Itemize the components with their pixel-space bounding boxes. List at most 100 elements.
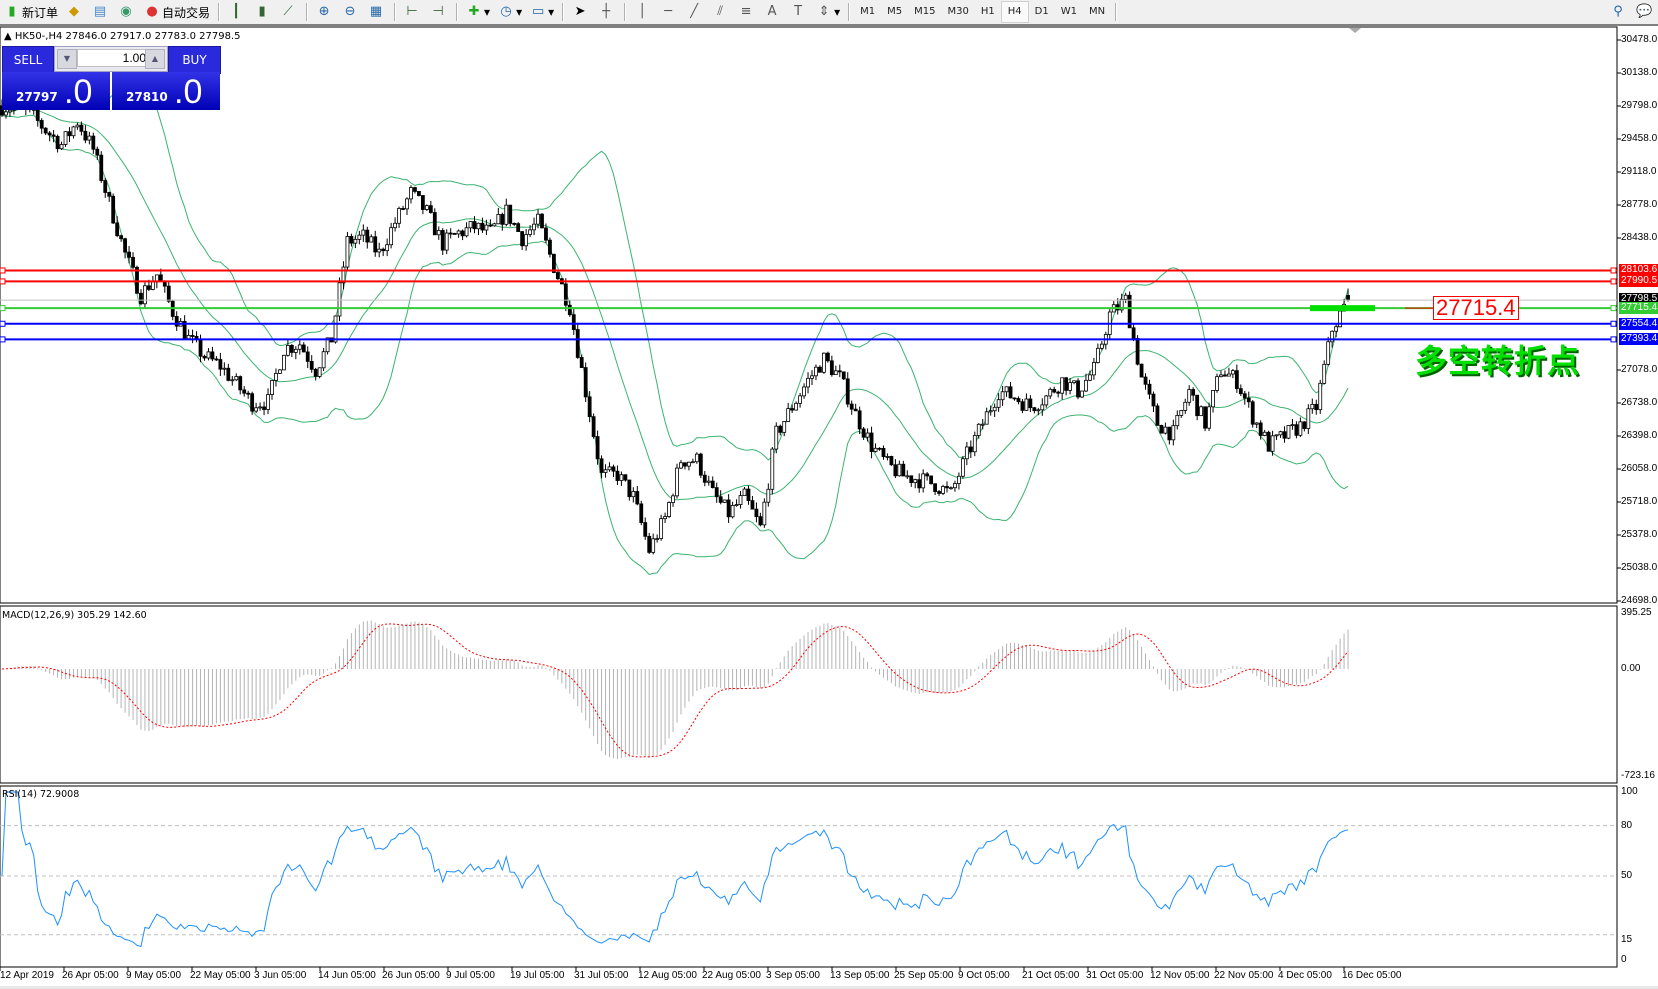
candle-body [996, 399, 1001, 408]
timeframe-m5[interactable]: M5 [887, 6, 903, 17]
trendline-icon: ╱ [690, 4, 699, 19]
candle-body [1262, 431, 1267, 436]
timeframe-m15[interactable]: M15 [914, 6, 936, 17]
equidistant-channel-button[interactable]: ⫽ [708, 1, 734, 23]
candle [718, 490, 723, 505]
candle [1088, 370, 1092, 382]
timeframe-m30[interactable]: M30 [947, 6, 969, 17]
cursor-button[interactable]: ➤ [568, 1, 594, 23]
add-indicator-button[interactable]: ✚ ▾ [462, 1, 494, 23]
candle [750, 495, 755, 510]
candle-body [520, 231, 525, 247]
volume-input[interactable] [77, 49, 151, 67]
candle-body [583, 367, 588, 398]
candle [472, 216, 477, 234]
timeframe-mn[interactable]: MN [1088, 6, 1106, 17]
sell-price-button[interactable]: 27797 .0 [2, 72, 110, 110]
candle [579, 354, 584, 368]
macd-label: MACD(12,26,9) 305.29 142.60 [2, 610, 147, 621]
candlestick-button[interactable]: ▮ [250, 1, 276, 23]
candle [1032, 406, 1037, 414]
level-price-label: 28103.6 [1619, 264, 1658, 277]
bollinger-lower-band [1, 114, 1349, 575]
timeframe-m1[interactable]: M1 [860, 6, 876, 17]
candle-body [1040, 404, 1045, 411]
text-button[interactable]: A [760, 1, 786, 23]
candle-body [849, 403, 854, 410]
candle-body [1234, 370, 1239, 390]
trendline-button[interactable]: ╱ [682, 1, 708, 23]
timeframe-h1[interactable]: H1 [980, 6, 995, 17]
candle-body [1024, 398, 1029, 411]
arrows-button[interactable]: ⇕ ▾ [812, 1, 844, 23]
candle [814, 364, 818, 381]
gold-button[interactable]: ◆ [62, 1, 88, 23]
candle-body [222, 367, 227, 370]
candle [548, 237, 552, 258]
candle-body [274, 372, 278, 381]
horizontal-line-button[interactable]: ─ [656, 1, 682, 23]
date-axis-label: 21 Oct 05:00 [1022, 970, 1080, 981]
timeframe-w1[interactable]: W1 [1060, 6, 1077, 17]
candle-body [210, 351, 215, 360]
price-axis-label: 25038.0 [1621, 562, 1658, 573]
crosshair-button[interactable]: ┼ [594, 1, 620, 23]
candle-body [877, 447, 882, 450]
signal-button[interactable]: ◉ [114, 1, 140, 23]
new-order-button[interactable]: ▮ 新订单 [0, 1, 62, 23]
bar-chart-button[interactable]: ┃ [224, 1, 250, 23]
candle [778, 424, 783, 436]
support-zone-marker [1310, 305, 1375, 312]
price-axis-label: 25378.0 [1621, 529, 1658, 540]
sell-button[interactable]: SELL [2, 46, 54, 74]
candle-body [1318, 382, 1323, 411]
candle [885, 453, 890, 461]
rsi-axis-label: 0 [1621, 954, 1627, 965]
templates-button[interactable]: ▭ ▾ [531, 4, 555, 19]
candle [293, 346, 298, 360]
zoom-in-icon: ⊕ [318, 4, 330, 19]
autoscroll-button[interactable]: ⊣ [426, 1, 452, 23]
buy-price-button[interactable]: 27810 .0 [112, 72, 220, 110]
vertical-line-button[interactable]: │ [630, 1, 656, 23]
volume-decrease-button[interactable]: ▼ [57, 49, 77, 69]
candle [762, 498, 767, 528]
line-chart-button[interactable]: ⟋ [276, 1, 302, 23]
timeframe-h4[interactable]: H4 [1000, 1, 1029, 23]
turning-point-note[interactable]: 多空转折点 [1415, 342, 1581, 380]
candle-body [230, 379, 235, 382]
chart-shift-button[interactable]: ⊢ [400, 1, 426, 23]
candle-body [619, 474, 624, 481]
candle-body [702, 474, 707, 483]
periods-button[interactable]: ◷ ▾ [494, 1, 526, 23]
chat-button[interactable]: 💬 [1632, 1, 1658, 23]
candle-body [417, 191, 421, 196]
candle [230, 376, 235, 386]
candle [143, 282, 147, 309]
history-button[interactable]: ▤ [88, 1, 114, 23]
rsi-label: RSI(14) 72.9008 [2, 789, 80, 800]
candle [202, 354, 207, 361]
zoom-in-button[interactable]: ⊕ [312, 1, 338, 23]
candle [587, 391, 592, 423]
candle-body [143, 285, 147, 305]
candle-body [1326, 341, 1331, 365]
search-button[interactable]: ⚲ [1606, 1, 1632, 23]
date-axis-label: 26 Jun 05:00 [382, 970, 440, 981]
tile-windows-button[interactable]: ▦ [364, 1, 390, 23]
zoom-out-button[interactable]: ⊖ [338, 1, 364, 23]
fibonacci-button[interactable]: ≡ [734, 1, 760, 23]
candle-body [389, 227, 394, 246]
buy-button[interactable]: BUY [168, 46, 221, 74]
timeframe-d1[interactable]: D1 [1034, 6, 1049, 17]
candle-body [643, 522, 648, 537]
auto-trading-button[interactable]: ● 自动交易 [140, 1, 214, 23]
candle [941, 484, 945, 496]
candle-body [174, 316, 179, 327]
text-label-button[interactable]: T [786, 1, 812, 23]
volume-increase-button[interactable]: ▲ [145, 49, 165, 69]
candle-body [107, 192, 112, 197]
price-callout[interactable]: 27715.4 [1433, 296, 1519, 320]
candle-body [591, 416, 596, 437]
